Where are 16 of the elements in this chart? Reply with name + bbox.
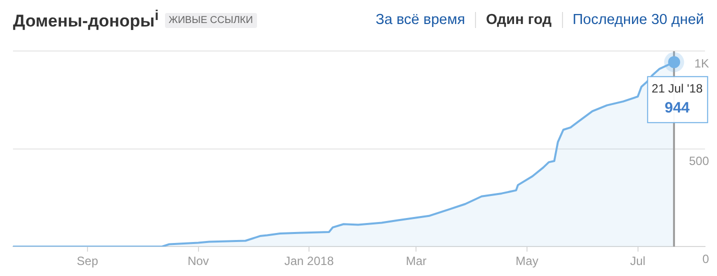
x-tick-label: Sep xyxy=(76,254,98,268)
x-tick-label: Nov xyxy=(188,254,209,268)
text: За всё время xyxy=(374,12,466,28)
annotation: 21 Jul '18 xyxy=(652,81,703,96)
y-tick-label: 500 xyxy=(688,154,710,168)
x-tick-label: Jul xyxy=(630,254,646,268)
text: Последние 30 дней xyxy=(562,12,714,28)
x-tick-label: Mar xyxy=(406,254,427,268)
y-tick-label: 1K xyxy=(694,56,709,71)
x-tick-label: May xyxy=(516,254,538,268)
y-tick-label: 0 xyxy=(702,252,710,266)
chart-title: Домены-доноры$^{i}$ xyxy=(13,8,159,32)
chart-subtitle: ЖИВЫЕ ССЫЛКИ xyxy=(164,12,257,28)
annotation: 944 xyxy=(664,99,690,116)
text: Один год xyxy=(475,12,562,28)
x-tick-label: Jan 2018 xyxy=(284,254,334,268)
